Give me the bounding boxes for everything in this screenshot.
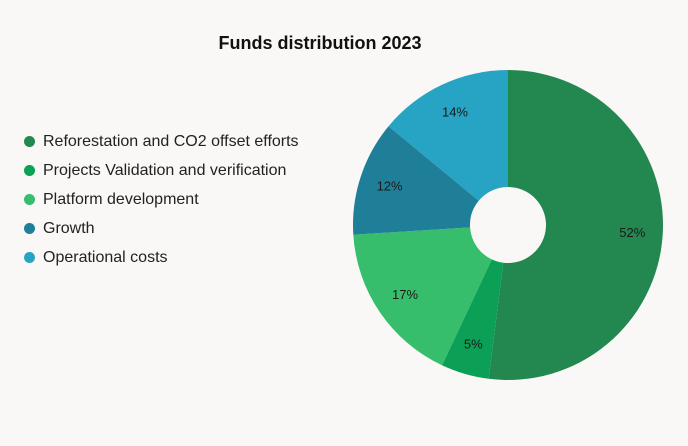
legend-item[interactable]: Operational costs (24, 243, 299, 272)
legend-swatch (24, 223, 35, 234)
legend-label: Operational costs (43, 248, 168, 266)
pie-slice[interactable] (388, 70, 508, 201)
slice-label: 52% (619, 225, 645, 240)
legend-swatch (24, 252, 35, 263)
legend-label: Reforestation and CO2 offset efforts (43, 132, 299, 150)
legend-swatch (24, 136, 35, 147)
pie-slice[interactable] (353, 126, 479, 235)
slice-label: 12% (377, 179, 403, 194)
legend-item[interactable]: Growth (24, 214, 299, 243)
chart-title: Funds distribution 2023 (218, 33, 422, 53)
legend-item[interactable]: Platform development (24, 185, 299, 214)
slice-label: 5% (464, 337, 483, 352)
legend-swatch (24, 165, 35, 176)
chart-legend: Reforestation and CO2 offset efforts Proj… (24, 127, 299, 272)
legend-item[interactable]: Reforestation and CO2 offset efforts (24, 127, 299, 156)
pie-slice[interactable] (442, 259, 504, 379)
legend-swatch (24, 194, 35, 205)
legend-item[interactable]: Projects Validation and verification (24, 156, 299, 185)
legend-label: Platform development (43, 190, 199, 208)
pie-slice[interactable] (353, 227, 492, 366)
legend-label: Growth (43, 219, 95, 237)
slice-label: 17% (392, 287, 418, 302)
legend-label: Projects Validation and verification (43, 161, 287, 179)
slice-label: 14% (442, 104, 468, 119)
pie-slice[interactable] (488, 70, 664, 380)
